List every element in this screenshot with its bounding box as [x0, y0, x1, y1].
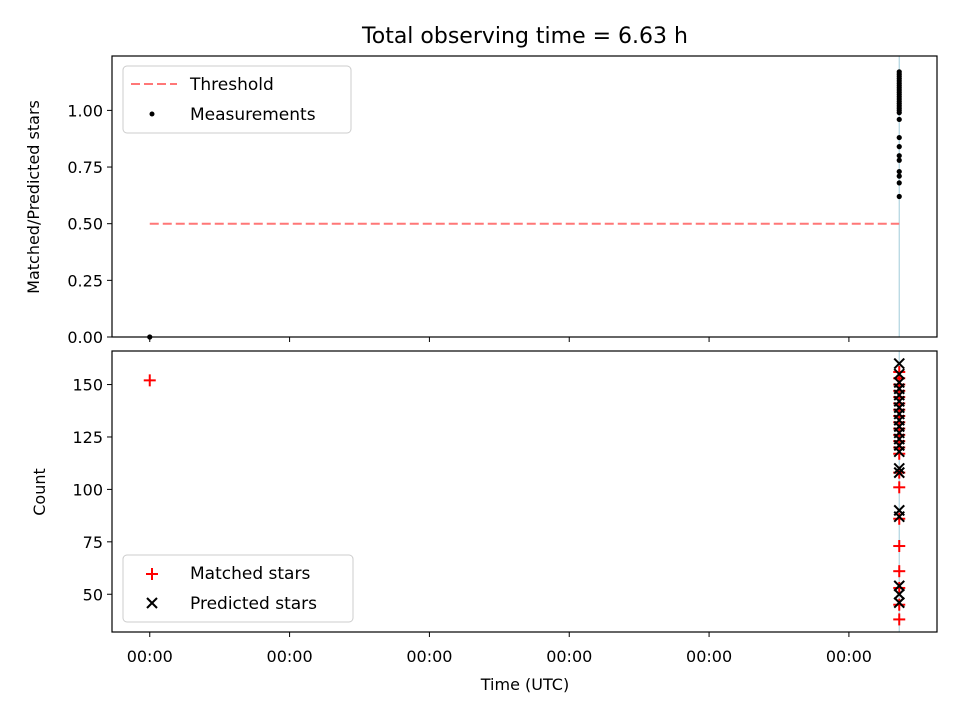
matched-star-point	[893, 565, 906, 578]
predicted-star-point	[893, 368, 905, 380]
predicted-star-point	[893, 588, 905, 600]
matched-star-point	[893, 512, 906, 525]
matched-star-point	[893, 581, 906, 594]
top-y-axis-label: Matched/Predicted stars	[24, 100, 43, 294]
measurement-point	[896, 173, 902, 179]
legend-measurements-swatch	[149, 111, 155, 117]
predicted-star-point	[893, 357, 905, 370]
top-legend: Threshold Measurements	[122, 65, 352, 134]
top-x-ticks	[149, 337, 850, 342]
matched-star-point	[893, 598, 906, 611]
bottom-y-ticks: 50 75 100 125 150	[72, 376, 112, 604]
legend-matched-swatch	[146, 568, 158, 580]
matched-star-point	[893, 613, 906, 626]
measurement-point	[896, 193, 902, 200]
measurement-point	[896, 69, 902, 75]
legend-predicted-swatch	[146, 597, 158, 609]
bottom-axes-frame	[111, 350, 938, 633]
x-axis-label: Time (UTC)	[480, 675, 569, 694]
legend-predicted-label: Predicted stars	[190, 594, 317, 614]
x-tick-label: 00:00	[406, 647, 452, 666]
bottom-plot-marks	[143, 351, 906, 632]
matched-star-point	[893, 365, 906, 378]
predicted-star-point	[893, 504, 905, 517]
y-tick-label: 0.25	[67, 271, 103, 290]
y-tick-label: 50	[83, 585, 103, 604]
top-plot-marks	[147, 56, 902, 340]
matched-star-point	[893, 481, 906, 494]
bottom-legend-box	[122, 554, 354, 623]
top-legend-box	[122, 65, 352, 134]
measurement-point	[896, 157, 902, 163]
bottom-x-ticks: 00:00 00:00 00:00 00:00 00:00 00:00	[127, 632, 872, 666]
matched-star-point	[893, 540, 906, 553]
x-tick-label: 00:00	[127, 647, 173, 666]
legend-threshold-label: Threshold	[189, 75, 274, 95]
y-tick-label: 1.00	[67, 101, 103, 120]
y-tick-label: 125	[72, 428, 103, 447]
y-tick-label: 75	[83, 533, 103, 552]
predicted-star-point	[893, 580, 905, 592]
chart-title: Total observing time = 6.63 h	[361, 24, 688, 49]
x-tick-label: 00:00	[826, 647, 872, 666]
predicted-star-point	[893, 466, 905, 479]
predicted-star-point	[893, 462, 905, 475]
measurement-point	[896, 153, 902, 159]
measurement-point	[896, 144, 902, 150]
x-tick-label: 00:00	[546, 647, 592, 666]
predicted-star-point	[893, 376, 905, 389]
x-tick-label: 00:00	[686, 647, 732, 666]
y-tick-label: 0.75	[67, 158, 103, 177]
y-tick-label: 0.50	[67, 215, 103, 234]
y-tick-label: 100	[72, 480, 103, 499]
top-panel: 0.00 0.25 0.50 0.75 1.00 Matched/Predicted s…	[24, 55, 938, 347]
y-tick-label: 0.00	[67, 328, 103, 347]
x-tick-label: 00:00	[267, 647, 313, 666]
legend-matched-label: Matched stars	[190, 564, 310, 584]
measurement-point	[896, 134, 902, 141]
measurement-point	[896, 180, 902, 186]
bottom-legend: Matched stars Predicted stars	[122, 554, 354, 623]
legend-measurements-label: Measurements	[190, 105, 316, 125]
top-y-ticks: 0.00 0.25 0.50 0.75 1.00	[67, 101, 112, 347]
top-axes-frame	[111, 55, 938, 338]
y-tick-label: 150	[72, 376, 103, 395]
bottom-y-axis-label: Count	[30, 468, 49, 516]
measurement-point	[896, 168, 902, 175]
matched-star-point	[143, 374, 156, 387]
measurement-point	[896, 116, 902, 123]
predicted-star-point	[893, 596, 905, 609]
